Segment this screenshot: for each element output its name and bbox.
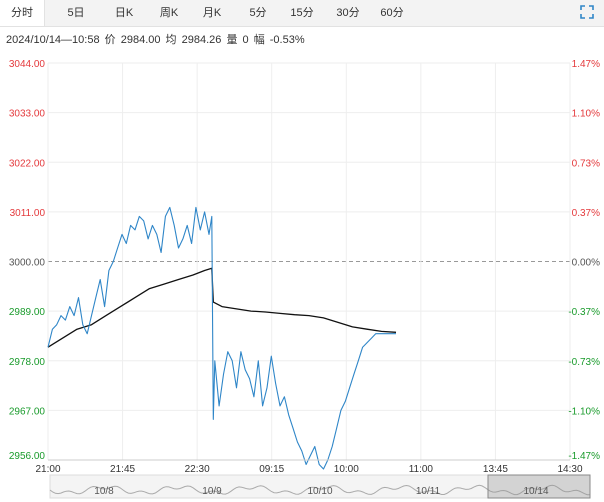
navigator-trace [49,484,590,496]
quote-info-bar: 2024/10/14—10:58 价 2984.00 均 2984.26 量 0… [6,31,307,47]
x-axis: 21:00 21:45 22:30 09:15 10:00 11:00 13:45 14:30 [35,459,583,475]
y-tick-label-left: 3000.00 [9,258,46,269]
price-series-line [47,206,396,470]
y-tick-label-left: 3011.00 [10,208,46,219]
x-tick-label: 21:00 [35,464,60,475]
quote-datetime: 2024/10/14—10:58 [6,34,100,46]
period-tabs: 分时 5日 日K 周K 月K 5分 15分 30分 60分 [0,0,604,27]
y-tick-label-right: 0.37% [572,208,600,219]
navigator-date-label: 10/8 [94,486,114,497]
tab-intraday[interactable]: 分时 [0,0,45,26]
y-tick-label-left: 3033.00 [9,109,46,120]
average-line-layer [47,267,397,348]
volume-label: 量 [226,34,238,46]
x-tick-label: 21:45 [110,464,135,475]
y-tick-label-left: 2989.00 [9,307,46,318]
y-tick-label-right: -0.37% [568,307,600,318]
x-tick-label: 11:00 [409,464,434,475]
chart-grid [47,62,571,461]
x-tick-label: 14:30 [557,464,582,475]
y-tick-label-left: 2967.00 [9,406,46,417]
y-axis-left: 3044.00 3033.00 3022.00 3011.00 3000.00 2989.… [9,59,46,462]
y-tick-label-right: 0.00% [572,258,600,269]
average-series-line [47,267,397,348]
fullscreen-icon[interactable] [580,5,594,19]
tab-5day[interactable]: 5日 [67,7,85,19]
navigator-date-label: 10/14 [523,486,548,497]
tab-weekly-k[interactable]: 周K [159,7,179,19]
price-line-layer [47,206,396,470]
tab-15min[interactable]: 15分 [290,7,314,19]
date-navigator[interactable]: 10/8 10/9 10/10 10/11 10/14 [49,474,591,499]
y-tick-label-right: 0.73% [572,158,600,169]
y-tick-label-right: -1.47% [568,451,600,462]
price-value: 2984.00 [120,34,161,46]
x-tick-label: 13:45 [483,464,508,475]
navigator-date-label: 10/9 [202,486,222,497]
tab-60min[interactable]: 60分 [380,7,404,19]
y-tick-label-right: -1.10% [568,406,600,417]
y-tick-label-right: -0.73% [568,357,600,368]
avg-value: 2984.26 [181,34,222,46]
change-label: 幅 [253,34,265,46]
tab-daily-k[interactable]: 日K [114,7,134,19]
price-label: 价 [104,34,116,46]
x-tick-label: 09:15 [259,464,284,475]
change-value: -0.53% [269,34,305,46]
tab-5min[interactable]: 5分 [249,7,267,19]
y-tick-label-right: 1.47% [572,59,600,70]
y-axis-right: 1.47% 1.10% 0.73% 0.37% 0.00% -0.37% -0.73% -1.… [568,59,600,462]
y-tick-label-left: 2956.00 [9,451,46,462]
y-tick-label-right: 1.10% [572,109,600,120]
navigator-date-label: 10/11 [416,486,441,497]
navigator-selection [487,474,591,499]
y-tick-label-left: 2978.00 [9,357,46,368]
x-tick-label: 10:00 [334,464,359,475]
y-tick-label-left: 3044.00 [9,59,46,70]
avg-label: 均 [165,34,177,46]
x-tick-label: 22:30 [185,464,210,475]
tab-monthly-k[interactable]: 月K [202,7,222,19]
y-tick-label-left: 3022.00 [9,158,46,169]
navigator-date-label: 10/10 [307,486,332,497]
tab-30min[interactable]: 30分 [336,7,360,19]
volume-value: 0 [242,34,249,46]
